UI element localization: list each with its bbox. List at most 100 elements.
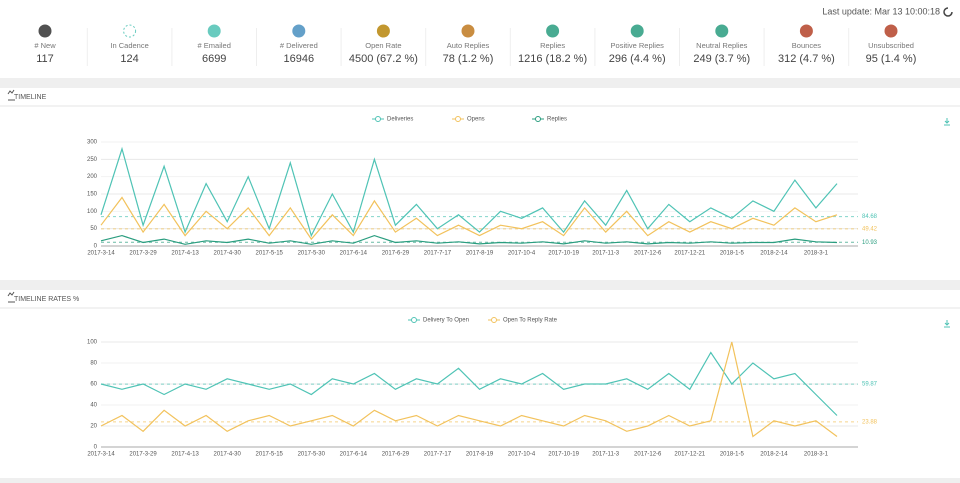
stat-icon [38,24,52,38]
reference-label: 23.88 [862,420,878,426]
x-tick-label: 2017-12-21 [674,452,705,458]
y-tick-label: 300 [87,140,98,146]
last-update: Last update: Mar 13 10:00:18 [822,6,940,16]
x-tick-label: 2017-5-15 [256,452,284,458]
x-tick-label: 2017-10-4 [508,251,536,257]
stat-label: In Cadence [110,41,148,50]
download-icon[interactable] [944,320,950,328]
x-tick-label: 2018-2-14 [760,452,788,458]
x-tick-label: 2017-6-14 [340,251,368,257]
stat-icon [376,24,390,38]
stat-value: 6699 [202,53,226,65]
x-tick-label: 2017-10-4 [508,452,536,458]
stat-icon [799,24,813,38]
stat-value: 249 (3.7 %) [693,53,750,65]
stat-value: 312 (4.7 %) [778,53,835,65]
x-tick-label: 2017-3-29 [129,251,157,257]
legend-label: Delivery To Open [423,318,469,324]
x-tick-label: 2018-3-1 [804,251,829,257]
x-tick-label: 2017-6-29 [382,452,410,458]
stat-icon [292,24,306,38]
x-tick-label: 2017-8-19 [466,251,494,257]
y-tick-label: 50 [90,226,97,232]
x-tick-label: 2017-10-19 [548,452,579,458]
stat-value: 95 (1.4 %) [866,53,917,65]
stat-label: # Emailed [198,41,231,50]
x-tick-label: 2017-4-13 [171,452,199,458]
stat-icon [461,24,475,38]
reference-label: 10.93 [862,240,878,246]
stat-icon [884,24,898,38]
x-tick-label: 2017-6-14 [340,452,368,458]
refresh-icon[interactable] [943,7,953,17]
x-tick-label: 2017-6-29 [382,251,410,257]
x-tick-label: 2017-8-19 [466,452,494,458]
y-tick-label: 40 [90,403,97,409]
x-tick-label: 2018-2-14 [760,251,788,257]
section-title: TIMELINE RATES % [14,296,79,303]
stat-icon [630,24,644,38]
series-line [100,196,838,241]
series-line [100,234,838,245]
y-tick-label: 200 [87,174,98,180]
x-tick-label: 2017-12-6 [634,251,662,257]
legend-swatch [535,116,541,122]
series-line [100,341,838,438]
stats-bar [0,0,960,78]
stat-label: Replies [540,41,565,50]
stat-value: 78 (1.2 %) [443,53,494,65]
stat-label: Open Rate [365,41,401,50]
stat-label: # New [34,41,56,50]
x-tick-label: 2017-3-14 [87,251,115,257]
x-tick-label: 2018-1-5 [720,251,745,257]
legend-label: Deliveries [387,117,413,123]
x-tick-label: 2018-3-1 [804,452,829,458]
stat-label: Unsubscribed [868,41,914,50]
stat-label: Positive Replies [611,41,665,50]
y-tick-label: 250 [87,157,98,163]
legend-swatch [375,116,381,122]
stat-value: 4500 (67.2 %) [349,53,418,65]
legend-label: Opens [467,117,485,123]
y-tick-label: 20 [90,424,97,430]
stat-value: 296 (4.4 %) [609,53,666,65]
x-tick-label: 2017-3-29 [129,452,157,458]
stat-label: Neutral Replies [696,41,748,50]
reference-label: 59.87 [862,382,878,388]
reference-label: 84.68 [862,214,878,220]
chart-icon [7,89,15,101]
legend-label: Open To Reply Rate [503,318,558,324]
x-tick-label: 2017-7-17 [424,452,452,458]
series-line [100,351,838,416]
x-tick-label: 2017-3-14 [87,452,115,458]
reference-label: 49.42 [862,226,878,232]
x-tick-label: 2017-4-30 [213,452,241,458]
x-tick-label: 2017-12-21 [674,251,705,257]
y-tick-label: 80 [90,361,97,367]
legend-label: Replies [547,117,567,123]
stat-icon [123,24,137,38]
stat-icon [207,24,221,38]
x-tick-label: 2017-12-6 [634,452,662,458]
x-tick-label: 2017-4-30 [213,251,241,257]
stat-value: 1216 (18.2 %) [518,53,587,65]
legend-swatch [491,317,497,323]
stat-label: Bounces [792,41,821,50]
y-tick-label: 60 [90,382,97,388]
x-tick-label: 2017-11-3 [592,251,620,257]
chart-icon [7,291,15,303]
y-tick-label: 100 [87,340,98,346]
x-tick-label: 2017-7-17 [424,251,452,257]
stat-value: 117 [36,53,54,65]
x-tick-label: 2017-10-19 [548,251,579,257]
x-tick-label: 2017-5-15 [256,251,284,257]
section-title: TIMELINE [14,94,47,101]
download-icon[interactable] [944,118,950,126]
x-tick-label: 2017-4-13 [171,251,199,257]
legend-swatch [455,116,461,122]
stat-value: 16946 [284,53,315,65]
legend-swatch [411,317,417,323]
x-tick-label: 2017-5-30 [298,251,326,257]
stat-label: # Delivered [280,41,318,50]
